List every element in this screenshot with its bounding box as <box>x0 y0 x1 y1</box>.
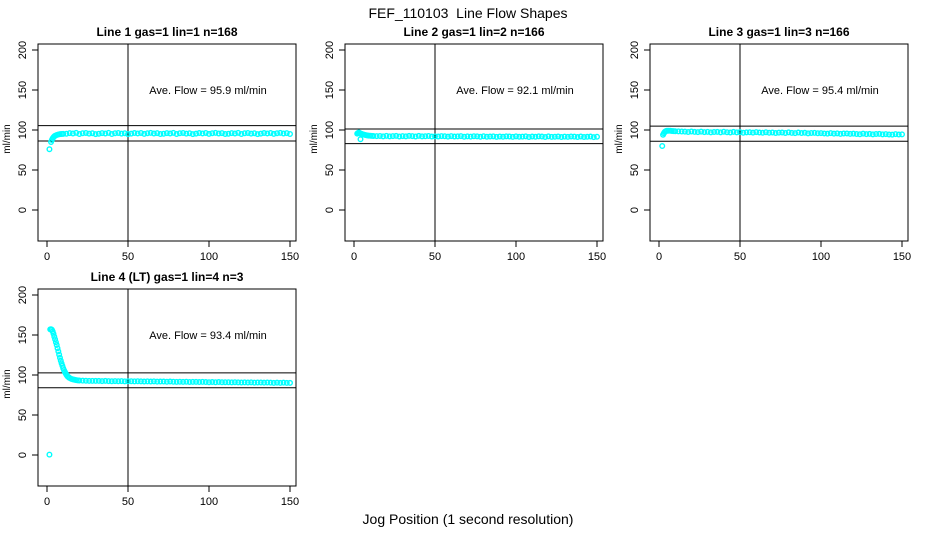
x-tick-label: 150 <box>281 496 299 508</box>
panel-2: Line 2 gas=1 lin=2 n=166 0 50 100 150 0 50 100 1… <box>309 25 606 263</box>
y-tick-label: 200 <box>629 41 641 59</box>
y-axis-label: ml/min <box>2 124 13 153</box>
data-points <box>354 129 601 143</box>
y-tick-label: 200 <box>17 286 29 304</box>
y-axis-label: ml/min <box>2 369 13 398</box>
y-axis-label: ml/min <box>614 124 625 153</box>
y-tick-label: 100 <box>324 121 336 139</box>
plot-box <box>344 43 604 242</box>
x-tick-label: 50 <box>122 251 134 263</box>
y-tick-label: 150 <box>17 81 29 99</box>
y-tick-label: 0 <box>17 207 29 213</box>
plot-box <box>37 43 297 242</box>
x-tick-label: 50 <box>122 496 134 508</box>
plot-box <box>649 43 909 242</box>
x-tick-label: 50 <box>734 251 746 263</box>
y-tick-label: 50 <box>17 164 29 176</box>
y-tick-label: 200 <box>17 41 29 59</box>
avg-flow-annotation: Ave. Flow = 95.9 ml/min <box>149 85 266 97</box>
x-tick-label: 100 <box>507 251 525 263</box>
x-tick-label: 100 <box>200 496 218 508</box>
y-axis-label: ml/min <box>309 124 320 153</box>
y-tick-label: 100 <box>17 366 29 384</box>
y-tick-label: 0 <box>324 207 336 213</box>
x-tick-label: 0 <box>44 251 50 263</box>
panel-title: Line 2 gas=1 lin=2 n=166 <box>403 25 544 39</box>
x-tick-label: 150 <box>893 251 911 263</box>
panel-4: Line 4 (LT) gas=1 lin=4 n=3 0 50 100 150 0 50 1… <box>2 270 299 508</box>
x-tick-label: 150 <box>588 251 606 263</box>
panel-title: Line 1 gas=1 lin=1 n=168 <box>96 25 237 39</box>
x-axis-label: Jog Position (1 second resolution) <box>362 511 574 527</box>
y-tick-label: 100 <box>17 121 29 139</box>
y-tick-label: 50 <box>324 164 336 176</box>
x-tick-label: 100 <box>200 251 218 263</box>
y-tick-label: 0 <box>17 452 29 458</box>
panel-1: Line 1 gas=1 lin=1 n=168 0 50 100 150 0 50 100 1… <box>2 25 299 263</box>
y-tick-label: 150 <box>324 81 336 99</box>
panel-3: Line 3 gas=1 lin=3 n=166 0 50 100 150 0 50 100 1… <box>614 25 911 263</box>
x-tick-label: 0 <box>351 251 357 263</box>
x-tick-label: 0 <box>656 251 662 263</box>
y-tick-label: 0 <box>629 207 641 213</box>
x-tick-label: 50 <box>429 251 441 263</box>
data-points <box>659 127 906 149</box>
data-points <box>46 326 294 458</box>
x-tick-label: 150 <box>281 251 299 263</box>
x-tick-label: 0 <box>44 496 50 508</box>
panel-title: Line 4 (LT) gas=1 lin=4 n=3 <box>91 270 244 284</box>
y-tick-label: 50 <box>17 409 29 421</box>
avg-flow-annotation: Ave. Flow = 95.4 ml/min <box>761 85 878 97</box>
plot-box <box>37 288 297 487</box>
y-tick-label: 150 <box>629 81 641 99</box>
y-tick-label: 100 <box>629 121 641 139</box>
panel-title: Line 3 gas=1 lin=3 n=166 <box>708 25 849 39</box>
y-tick-label: 150 <box>17 326 29 344</box>
x-tick-label: 100 <box>812 251 830 263</box>
figure-title: FEF_110103 Line Flow Shapes <box>368 5 568 21</box>
avg-flow-annotation: Ave. Flow = 92.1 ml/min <box>456 85 573 97</box>
y-tick-label: 50 <box>629 164 641 176</box>
y-tick-label: 200 <box>324 41 336 59</box>
data-points <box>46 129 294 153</box>
avg-flow-annotation: Ave. Flow = 93.4 ml/min <box>149 330 266 342</box>
